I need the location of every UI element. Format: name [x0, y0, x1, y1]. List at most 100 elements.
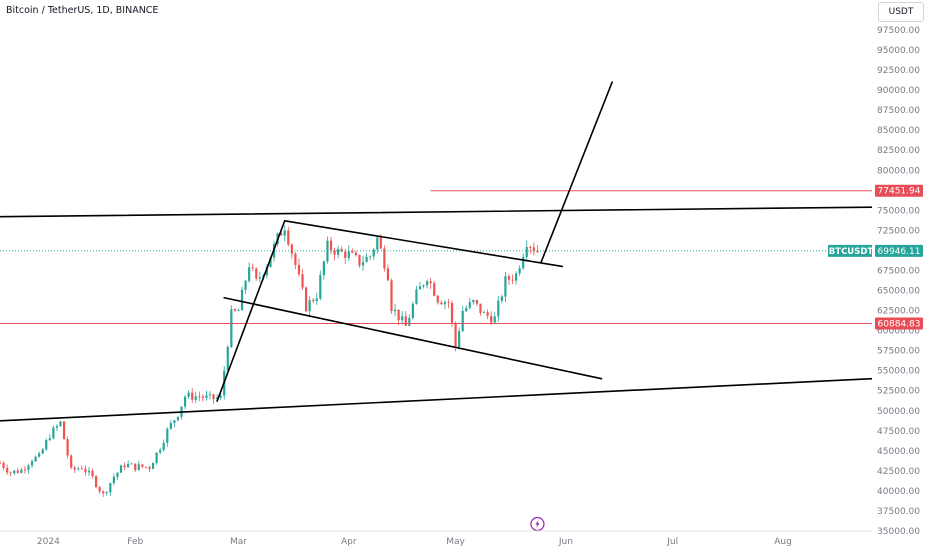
- candle-body: [155, 452, 158, 464]
- candle-body: [411, 303, 414, 318]
- price-axis[interactable]: 35000.00 37500.00 40000.00 42500.00 45000.00…: [872, 0, 932, 550]
- candle-body: [422, 285, 425, 287]
- candle-body: [187, 392, 190, 397]
- candle-body: [27, 465, 30, 470]
- candle-body: [194, 396, 197, 400]
- candle-body: [141, 464, 144, 467]
- candle-body: [41, 449, 44, 454]
- time-axis[interactable]: 2024 Feb Mar Apr May Jun Jul Aug: [0, 530, 872, 547]
- candle-body: [458, 331, 461, 347]
- candle-body: [529, 247, 532, 248]
- x-tick-label: 2024: [37, 537, 60, 547]
- candle-body: [304, 287, 308, 312]
- y-tick-label: 37500.00: [877, 507, 920, 517]
- candle-body: [390, 280, 393, 312]
- candle-body: [297, 264, 301, 275]
- y-tick-label: 60000.00: [877, 327, 920, 337]
- candle-body: [443, 302, 447, 305]
- trendline-upper-channel: [0, 206, 873, 218]
- candle-body: [347, 251, 350, 259]
- candle-body: [34, 456, 37, 462]
- candle-body: [84, 468, 87, 473]
- trendline-flag-bottom: [223, 296, 603, 380]
- candle-body: [159, 449, 162, 453]
- candle-body: [493, 316, 496, 323]
- y-tick-label: 80000.00: [877, 166, 920, 176]
- candle-body: [109, 483, 112, 493]
- y-tick-label: 85000.00: [877, 126, 920, 136]
- candle-body: [447, 302, 450, 303]
- y-tick-label: 40000.00: [877, 487, 920, 497]
- candle-body: [244, 280, 247, 290]
- x-tick-label: Feb: [127, 537, 143, 547]
- x-tick-label: Jul: [666, 537, 678, 547]
- y-tick-label: 55000.00: [877, 367, 920, 377]
- candle-body: [94, 476, 98, 488]
- level-price-label: 60884.83: [878, 320, 921, 330]
- candle-body: [233, 309, 237, 311]
- symbol-badge: [828, 244, 874, 257]
- current-price-badge: [875, 244, 923, 257]
- candle-body: [73, 467, 76, 470]
- y-tick-label: 50000.00: [877, 407, 920, 417]
- candle-body: [514, 273, 518, 281]
- candle-body: [397, 309, 400, 321]
- level-price-badge: [875, 184, 923, 197]
- candle-body: [440, 302, 443, 305]
- candle-body: [408, 317, 411, 326]
- symbol-label: BTCUSDT: [829, 247, 874, 257]
- candle-body: [482, 312, 486, 313]
- y-tick-label: 87500.00: [877, 106, 920, 116]
- candle-body: [119, 465, 123, 473]
- candle-body: [315, 298, 318, 302]
- candle-body: [518, 268, 521, 274]
- candle-body: [212, 394, 215, 400]
- candle-body: [372, 249, 375, 257]
- y-tick-label: 47500.00: [877, 427, 920, 437]
- candle-body: [191, 392, 194, 400]
- candle-body: [70, 455, 73, 468]
- level-price-label: 77451.94: [878, 187, 921, 197]
- currency-button[interactable]: USDT: [878, 2, 924, 22]
- candle-body: [169, 423, 172, 429]
- lightning-icon[interactable]: [530, 516, 545, 532]
- candle-body: [450, 302, 454, 323]
- x-tick-label: Mar: [230, 537, 247, 547]
- candle-body: [166, 428, 169, 443]
- trendline-flagpole: [216, 219, 286, 402]
- x-tick-label: Aug: [774, 537, 792, 547]
- candle-body: [30, 461, 34, 466]
- candle-body: [205, 395, 208, 398]
- candle-body: [23, 469, 27, 471]
- candle-body: [461, 310, 464, 332]
- y-tick-label: 72500.00: [877, 226, 920, 236]
- candle-body: [105, 492, 108, 494]
- candle-body: [532, 247, 535, 251]
- y-tick-label: 42500.00: [877, 467, 920, 477]
- candle-body: [144, 466, 148, 468]
- x-tick-label: Apr: [341, 537, 357, 547]
- candle-body: [433, 283, 436, 296]
- candle-body: [329, 240, 333, 251]
- candle-body: [201, 396, 204, 398]
- plot-area[interactable]: BTCUSDT: [0, 81, 874, 532]
- candle-body: [38, 453, 41, 457]
- candle-body: [454, 322, 457, 347]
- candle-body: [415, 289, 418, 304]
- candle-body: [6, 468, 9, 473]
- candle-body: [319, 275, 322, 299]
- candle-body: [13, 470, 16, 474]
- y-tick-label: 95000.00: [877, 46, 920, 56]
- trendline-lower-channel: [0, 377, 873, 422]
- candle-body: [80, 468, 83, 470]
- candle-body: [151, 463, 155, 469]
- candle-body: [20, 469, 23, 473]
- candle-body: [176, 416, 180, 421]
- candle-body: [134, 463, 137, 471]
- candle-body: [123, 465, 126, 468]
- candle-body: [486, 312, 489, 316]
- candle-body: [162, 442, 165, 450]
- candle-body: [287, 230, 290, 245]
- candle-body: [102, 491, 105, 494]
